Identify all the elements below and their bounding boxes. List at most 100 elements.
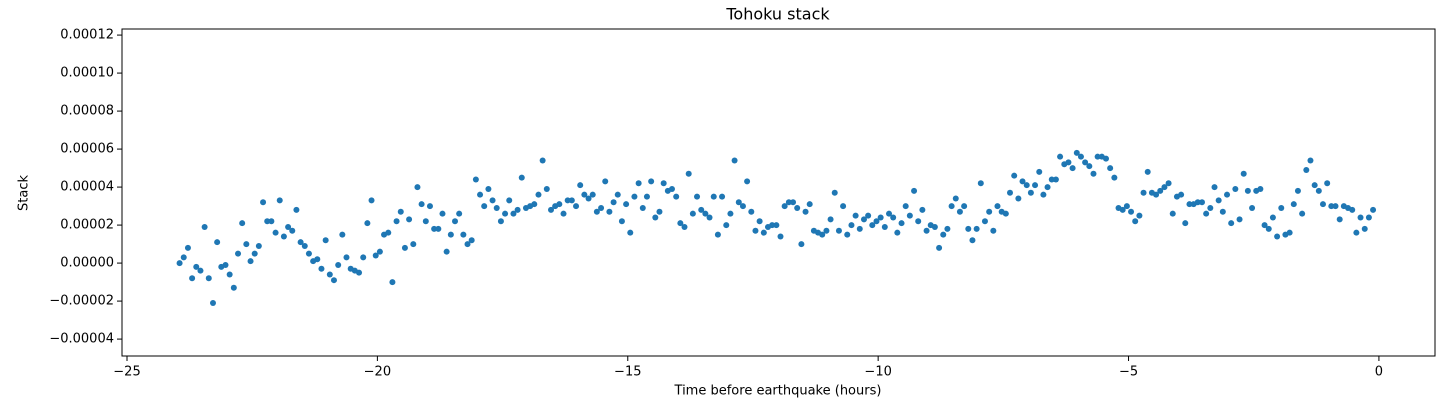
data-point: [831, 189, 838, 196]
data-point: [1077, 153, 1084, 160]
data-point: [639, 204, 646, 211]
data-point: [385, 229, 392, 236]
data-point: [1215, 197, 1222, 204]
data-point: [1357, 214, 1364, 221]
data-point: [673, 193, 680, 200]
data-point: [936, 244, 943, 251]
data-point: [668, 185, 675, 192]
data-point: [389, 279, 396, 286]
data-point: [844, 231, 851, 238]
data-point: [1073, 149, 1080, 156]
data-point: [222, 261, 229, 268]
data-point: [280, 233, 287, 240]
data-point: [1032, 182, 1039, 189]
data-point: [289, 227, 296, 234]
data-point: [660, 180, 667, 187]
data-point: [1002, 210, 1009, 217]
data-point: [1311, 182, 1318, 189]
data-point: [1157, 187, 1164, 194]
data-point: [794, 204, 801, 211]
data-point: [393, 218, 400, 225]
data-point: [1294, 187, 1301, 194]
data-point: [543, 185, 550, 192]
data-point: [1257, 185, 1264, 192]
data-point: [460, 231, 467, 238]
data-point: [573, 203, 580, 210]
data-point: [1269, 214, 1276, 221]
data-point: [1186, 201, 1193, 208]
data-point: [514, 206, 521, 213]
data-point: [869, 222, 876, 229]
data-point: [873, 218, 880, 225]
data-point: [472, 176, 479, 183]
data-point: [731, 157, 738, 164]
data-point: [439, 210, 446, 217]
data-point: [827, 216, 834, 223]
data-point: [894, 229, 901, 236]
data-point: [510, 210, 517, 217]
data-point: [201, 223, 208, 230]
data-point: [230, 284, 237, 291]
data-point: [560, 210, 567, 217]
data-point: [410, 241, 417, 248]
data-point: [1328, 203, 1335, 210]
data-point: [923, 227, 930, 234]
data-point: [1090, 170, 1097, 177]
data-point: [1169, 210, 1176, 217]
data-point: [643, 193, 650, 200]
data-point: [1232, 185, 1239, 192]
data-point: [802, 208, 809, 215]
data-point: [226, 271, 233, 278]
data-point: [852, 212, 859, 219]
x-tick-label: −10: [864, 365, 891, 380]
y-axis-label: Stack: [17, 175, 32, 211]
data-point: [1161, 184, 1168, 191]
data-point: [681, 223, 688, 230]
data-point: [539, 157, 546, 164]
y-tick-label: 0.00012: [60, 28, 114, 43]
y-tick-label: −0.00004: [49, 332, 114, 347]
data-point: [994, 203, 1001, 210]
data-point: [940, 231, 947, 238]
data-point: [806, 201, 813, 208]
data-point: [276, 197, 283, 204]
data-point: [911, 187, 918, 194]
data-point: [698, 206, 705, 213]
data-point: [785, 199, 792, 206]
data-point: [506, 197, 513, 204]
data-point: [452, 218, 459, 225]
data-point: [618, 218, 625, 225]
data-point: [760, 229, 767, 236]
data-point: [205, 275, 212, 282]
data-point: [1128, 208, 1135, 215]
y-tick-label: 0.00004: [60, 180, 114, 195]
data-point: [268, 218, 275, 225]
data-point: [1048, 176, 1055, 183]
data-point: [1102, 155, 1109, 162]
data-point: [1211, 184, 1218, 191]
data-point: [710, 193, 717, 200]
data-point: [610, 199, 617, 206]
data-point: [305, 250, 312, 257]
data-point: [919, 206, 926, 213]
data-point: [214, 239, 221, 246]
data-point: [456, 210, 463, 217]
data-point: [564, 197, 571, 204]
data-point: [1361, 225, 1368, 232]
data-point: [835, 227, 842, 234]
data-point: [356, 269, 363, 276]
data-point: [330, 277, 337, 284]
data-point: [435, 225, 442, 232]
data-point: [1082, 159, 1089, 166]
data-point: [973, 225, 980, 232]
data-point: [293, 206, 300, 213]
data-point: [840, 203, 847, 210]
data-point: [969, 237, 976, 244]
data-point: [777, 233, 784, 240]
data-point: [239, 220, 246, 227]
data-point: [735, 199, 742, 206]
data-point: [1144, 168, 1151, 175]
data-point: [418, 201, 425, 208]
data-point: [1198, 199, 1205, 206]
